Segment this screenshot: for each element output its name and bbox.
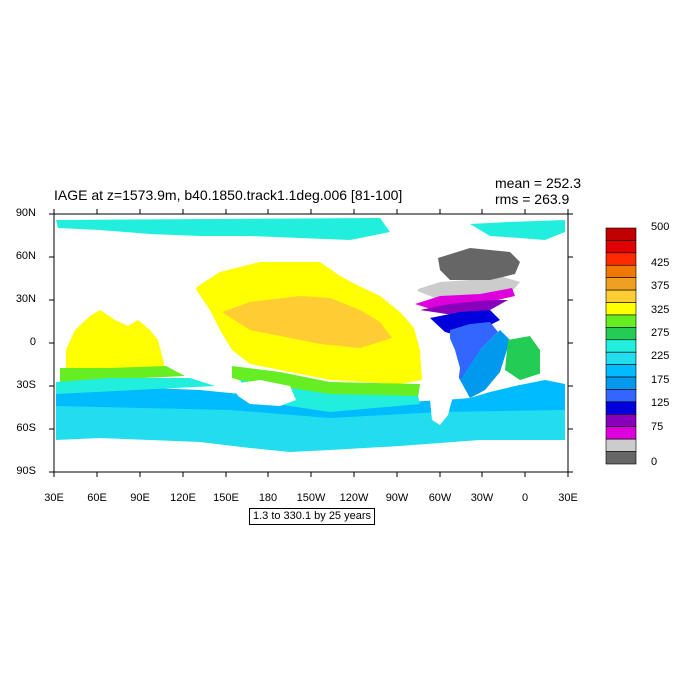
colorbar-label-500: 500 (651, 221, 670, 233)
map-frame (49, 209, 573, 477)
contour-interval-note: 1.3 to 330.1 by 25 years (249, 508, 375, 525)
lon-label-90e: 90E (130, 492, 150, 504)
colorbar-label-275: 275 (651, 327, 670, 339)
arctic-ocean-east (470, 220, 565, 240)
atlantic-blue (450, 322, 498, 380)
colorbar-swatch (605, 438, 637, 452)
south-america (420, 334, 460, 425)
colorbar-label-125: 125 (651, 397, 670, 409)
stats-box: mean = 252.3 rms = 263.9 (495, 175, 581, 207)
lat-label-0: 0 (29, 336, 36, 348)
rms-stat: rms = 263.9 (495, 191, 570, 207)
colorbar-swatch (605, 451, 637, 465)
africa (508, 298, 565, 380)
colorbar-swatch (605, 289, 637, 303)
indian-ocean-cyan (56, 378, 215, 394)
colorbar-swatch (605, 401, 637, 415)
colorbar-swatch (605, 364, 637, 378)
colorbar-label-175: 175 (651, 374, 670, 386)
colorbar-swatch (605, 314, 637, 328)
colorbar-swatch (605, 426, 637, 440)
colorbar (605, 227, 637, 465)
colorbar-swatch (605, 339, 637, 353)
colorbar-swatch (605, 351, 637, 365)
lon-label-30e-right: 30E (558, 492, 578, 504)
colorbar-label-225: 225 (651, 350, 670, 362)
mean-stat: mean = 252.3 (495, 175, 582, 191)
colorbar-swatch (605, 389, 637, 403)
lat-label-60s: 60S (16, 422, 36, 434)
colorbar-swatch (605, 277, 637, 291)
australia (232, 380, 296, 406)
atlantic-mid (460, 330, 510, 398)
lat-label-30n: 30N (15, 293, 36, 305)
eurasia (56, 240, 260, 332)
lat-label-90n: 90N (15, 207, 36, 219)
atlantic-green (505, 336, 545, 380)
lon-label-30w: 30W (470, 492, 494, 504)
lon-label-60e: 60E (87, 492, 107, 504)
lon-label-120e: 120E (170, 492, 196, 504)
lon-label-180: 180 (258, 492, 278, 504)
lat-label-90s: 90S (16, 465, 36, 477)
lon-label-150e: 150E (213, 492, 239, 504)
indian-ocean-yellow (66, 310, 165, 372)
lat-label-60n: 60N (15, 250, 36, 262)
colorbar-swatch (605, 327, 637, 341)
atlantic-purple (420, 300, 508, 316)
lon-label-90w: 90W (385, 492, 409, 504)
colorbar-label-0: 0 (651, 456, 658, 468)
atlantic-navy (430, 310, 500, 336)
colorbar-label-375: 375 (651, 280, 670, 292)
colorbar-swatch (605, 252, 637, 266)
north-america-ne (390, 236, 440, 302)
lon-label-30e: 30E (44, 492, 64, 504)
arctic-ocean (56, 218, 390, 240)
pacific-green (232, 366, 420, 398)
colorbar-swatch (605, 240, 637, 254)
lon-label-0: 0 (521, 492, 529, 504)
lon-label-60w: 60W (428, 492, 452, 504)
colorbar-swatch (605, 414, 637, 428)
colorbar-swatch (605, 264, 637, 278)
colorbar-label-325: 325 (651, 304, 670, 316)
lon-label-150w: 150W (296, 492, 326, 504)
atlantic-light (445, 380, 565, 404)
pacific-orange (222, 296, 392, 348)
plot-title: IAGE at z=1573.9m, b40.1850.track1.1deg.… (54, 187, 403, 203)
colorbar-swatch (605, 227, 637, 241)
colorbar-label-425: 425 (651, 257, 670, 269)
atlantic-darkgray (438, 248, 520, 280)
colorbar-swatch (605, 302, 637, 316)
lat-label-30s: 30S (16, 379, 36, 391)
colorbar-label-75: 75 (651, 421, 664, 433)
colorbar-swatch (605, 376, 637, 390)
lon-label-120w: 120W (339, 492, 369, 504)
